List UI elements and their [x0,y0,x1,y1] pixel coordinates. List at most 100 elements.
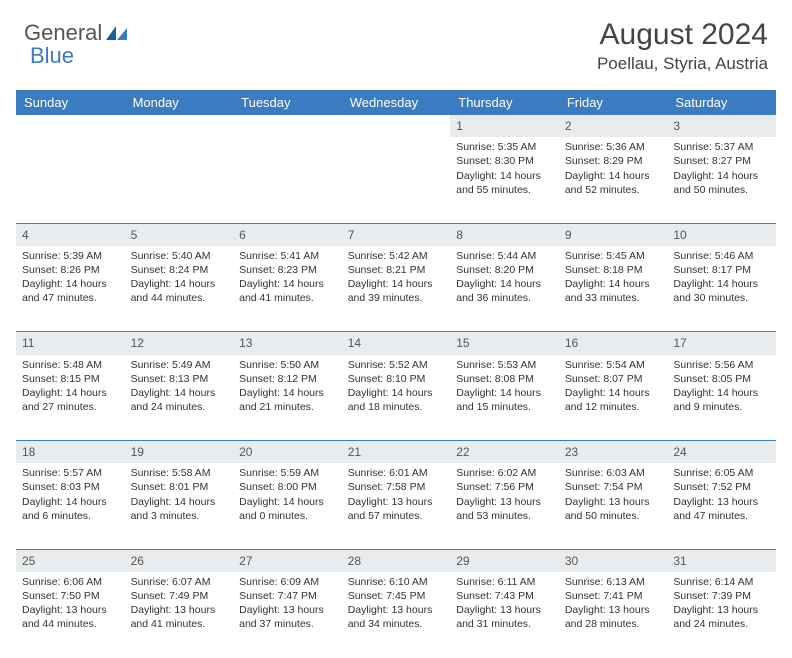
sunset-line: Sunset: 8:27 PM [673,154,770,168]
daylight-line: Daylight: 14 hours and 36 minutes. [456,277,553,305]
sunset-line: Sunset: 8:26 PM [22,263,119,277]
sunrise-line: Sunrise: 6:03 AM [565,466,662,480]
daylight-line: Daylight: 13 hours and 37 minutes. [239,603,336,631]
sunrise-line: Sunrise: 5:59 AM [239,466,336,480]
sunrise-line: Sunrise: 5:57 AM [22,466,119,480]
sunset-line: Sunset: 8:17 PM [673,263,770,277]
daylight-line: Daylight: 14 hours and 15 minutes. [456,386,553,414]
day-detail-cell: Sunrise: 6:07 AMSunset: 7:49 PMDaylight:… [125,572,234,658]
weekday-header: Thursday [450,90,559,115]
sunrise-line: Sunrise: 6:01 AM [348,466,445,480]
day-number-cell: 20 [233,441,342,464]
day-detail-cell: Sunrise: 5:44 AMSunset: 8:20 PMDaylight:… [450,246,559,332]
brand-logo: General Blue [24,22,128,67]
sunset-line: Sunset: 7:50 PM [22,589,119,603]
day-number-cell: 17 [667,332,776,355]
day-number-cell: 1 [450,115,559,137]
sunrise-line: Sunrise: 5:53 AM [456,358,553,372]
day-number-cell [125,115,234,137]
day-number-cell: 9 [559,223,668,246]
header: General Blue August 2024 Poellau, Styria… [0,0,792,82]
day-number-cell: 28 [342,549,451,572]
daylight-line: Daylight: 13 hours and 50 minutes. [565,495,662,523]
daylight-line: Daylight: 14 hours and 0 minutes. [239,495,336,523]
day-number-cell: 4 [16,223,125,246]
day-number-cell: 21 [342,441,451,464]
sunset-line: Sunset: 8:20 PM [456,263,553,277]
sunset-line: Sunset: 8:24 PM [131,263,228,277]
weekday-header-row: Sunday Monday Tuesday Wednesday Thursday… [16,90,776,115]
brand-name-2: Blue [30,45,74,67]
sunset-line: Sunset: 8:08 PM [456,372,553,386]
day-number-cell: 16 [559,332,668,355]
sunrise-line: Sunrise: 6:07 AM [131,575,228,589]
day-number-row: 25262728293031 [16,549,776,572]
sunrise-line: Sunrise: 5:56 AM [673,358,770,372]
daylight-line: Daylight: 13 hours and 28 minutes. [565,603,662,631]
month-title: August 2024 [597,18,768,52]
sunset-line: Sunset: 7:56 PM [456,480,553,494]
daylight-line: Daylight: 14 hours and 39 minutes. [348,277,445,305]
sunrise-line: Sunrise: 6:13 AM [565,575,662,589]
location-subtitle: Poellau, Styria, Austria [597,54,768,74]
day-number-cell: 7 [342,223,451,246]
day-number-cell: 11 [16,332,125,355]
daylight-line: Daylight: 13 hours and 53 minutes. [456,495,553,523]
day-number-cell: 27 [233,549,342,572]
day-number-cell: 22 [450,441,559,464]
calendar-table: Sunday Monday Tuesday Wednesday Thursday… [16,90,776,658]
day-number-cell: 25 [16,549,125,572]
day-detail-cell [16,137,125,223]
daylight-line: Daylight: 14 hours and 21 minutes. [239,386,336,414]
day-detail-row: Sunrise: 6:06 AMSunset: 7:50 PMDaylight:… [16,572,776,658]
daylight-line: Daylight: 13 hours and 24 minutes. [673,603,770,631]
day-number-cell: 6 [233,223,342,246]
sunrise-line: Sunrise: 5:50 AM [239,358,336,372]
day-detail-cell: Sunrise: 6:13 AMSunset: 7:41 PMDaylight:… [559,572,668,658]
day-detail-cell: Sunrise: 6:06 AMSunset: 7:50 PMDaylight:… [16,572,125,658]
day-number-row: 123 [16,115,776,137]
daylight-line: Daylight: 13 hours and 41 minutes. [131,603,228,631]
sunset-line: Sunset: 7:52 PM [673,480,770,494]
sunrise-line: Sunrise: 5:46 AM [673,249,770,263]
sunrise-line: Sunrise: 5:52 AM [348,358,445,372]
logo-sail-icon [106,26,128,47]
day-detail-cell: Sunrise: 5:59 AMSunset: 8:00 PMDaylight:… [233,463,342,549]
sunset-line: Sunset: 8:12 PM [239,372,336,386]
day-number-cell [233,115,342,137]
day-detail-cell: Sunrise: 5:42 AMSunset: 8:21 PMDaylight:… [342,246,451,332]
day-detail-cell: Sunrise: 5:57 AMSunset: 8:03 PMDaylight:… [16,463,125,549]
weekday-header: Friday [559,90,668,115]
sunrise-line: Sunrise: 5:40 AM [131,249,228,263]
daylight-line: Daylight: 14 hours and 47 minutes. [22,277,119,305]
sunset-line: Sunset: 8:10 PM [348,372,445,386]
sunrise-line: Sunrise: 6:10 AM [348,575,445,589]
sunset-line: Sunset: 8:13 PM [131,372,228,386]
day-number-cell [16,115,125,137]
sunset-line: Sunset: 7:45 PM [348,589,445,603]
daylight-line: Daylight: 14 hours and 55 minutes. [456,169,553,197]
day-detail-cell: Sunrise: 5:58 AMSunset: 8:01 PMDaylight:… [125,463,234,549]
day-detail-cell: Sunrise: 5:41 AMSunset: 8:23 PMDaylight:… [233,246,342,332]
day-number-cell: 31 [667,549,776,572]
sunrise-line: Sunrise: 6:14 AM [673,575,770,589]
sunset-line: Sunset: 7:49 PM [131,589,228,603]
daylight-line: Daylight: 13 hours and 34 minutes. [348,603,445,631]
day-detail-cell: Sunrise: 6:01 AMSunset: 7:58 PMDaylight:… [342,463,451,549]
daylight-line: Daylight: 14 hours and 33 minutes. [565,277,662,305]
day-detail-cell: Sunrise: 6:09 AMSunset: 7:47 PMDaylight:… [233,572,342,658]
daylight-line: Daylight: 14 hours and 3 minutes. [131,495,228,523]
daylight-line: Daylight: 14 hours and 6 minutes. [22,495,119,523]
daylight-line: Daylight: 14 hours and 9 minutes. [673,386,770,414]
sunset-line: Sunset: 8:07 PM [565,372,662,386]
daylight-line: Daylight: 14 hours and 44 minutes. [131,277,228,305]
sunset-line: Sunset: 8:05 PM [673,372,770,386]
sunrise-line: Sunrise: 5:39 AM [22,249,119,263]
day-number-row: 18192021222324 [16,441,776,464]
day-number-cell: 26 [125,549,234,572]
daylight-line: Daylight: 14 hours and 52 minutes. [565,169,662,197]
day-number-cell: 30 [559,549,668,572]
daylight-line: Daylight: 13 hours and 47 minutes. [673,495,770,523]
daylight-line: Daylight: 13 hours and 57 minutes. [348,495,445,523]
day-number-cell: 12 [125,332,234,355]
